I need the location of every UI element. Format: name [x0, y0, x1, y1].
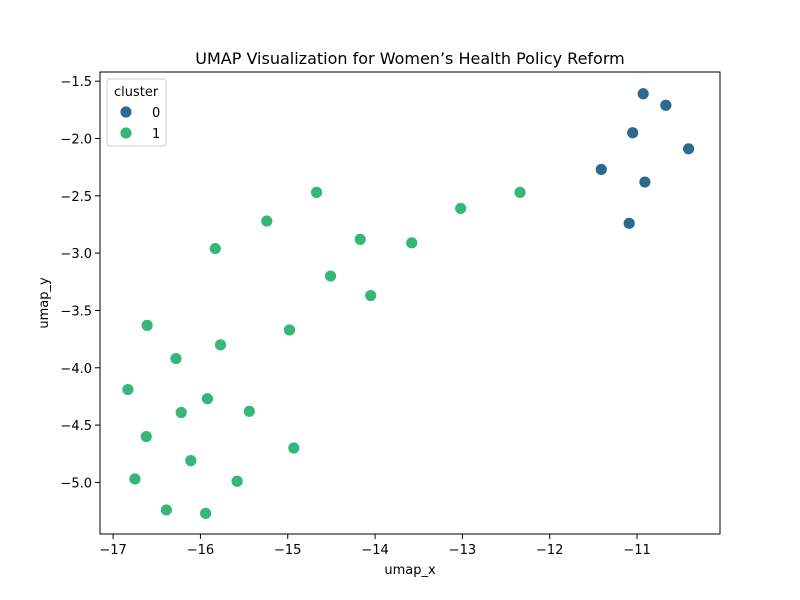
data-point-cluster-1: [174, 406, 188, 419]
data-point-cluster-1: [405, 236, 419, 250]
data-point-cluster-1: [353, 232, 367, 246]
y-axis-label: umap_y: [37, 277, 52, 329]
y-tick-label: −4.5: [60, 419, 92, 434]
x-tick-label: −13: [449, 543, 476, 558]
y-tick-label: −5.0: [60, 476, 92, 491]
data-point-cluster-1: [169, 352, 183, 366]
data-point-cluster-1: [201, 392, 214, 406]
data-point-cluster-1: [310, 185, 323, 199]
plot-frame: [99, 71, 721, 535]
x-tick-label: −11: [623, 543, 650, 558]
data-point-cluster-1: [214, 338, 227, 352]
data-point-cluster-1: [283, 323, 296, 337]
data-point-cluster-0: [622, 216, 636, 230]
data-point-cluster-1: [208, 242, 222, 255]
y-tick-label: −1.5: [60, 75, 92, 90]
y-tick-label: −3.0: [60, 247, 92, 262]
x-tick-label: −16: [187, 543, 214, 558]
data-point-cluster-1: [140, 318, 154, 332]
x-tick-label: −12: [536, 543, 563, 558]
data-point-cluster-1: [513, 185, 527, 199]
data-point-cluster-1: [287, 441, 301, 455]
data-point-cluster-1: [454, 202, 468, 215]
data-point-cluster-0: [626, 126, 640, 140]
x-tick-label: −17: [99, 543, 126, 558]
points-layer: [121, 87, 695, 520]
x-tick-label: −14: [361, 543, 388, 558]
data-point-cluster-0: [638, 175, 652, 189]
data-point-cluster-1: [139, 430, 153, 443]
data-point-cluster-1: [159, 503, 173, 517]
data-point-cluster-1: [199, 506, 213, 520]
plot-area: [100, 72, 720, 534]
data-point-cluster-1: [128, 472, 142, 486]
legend-marker-1: [119, 126, 133, 140]
legend-title: cluster: [114, 85, 159, 100]
legend: cluster 0 1: [106, 78, 167, 147]
x-tick-label: −15: [274, 543, 301, 558]
data-point-cluster-1: [184, 454, 198, 468]
legend-label-1: 1: [152, 127, 160, 142]
chart-title: UMAP Visualization for Women’s Health Po…: [195, 49, 624, 68]
data-point-cluster-1: [364, 289, 378, 302]
data-point-cluster-1: [242, 404, 256, 418]
data-point-cluster-1: [260, 214, 274, 228]
data-point-cluster-0: [636, 87, 650, 101]
data-point-cluster-0: [594, 163, 608, 176]
data-point-cluster-0: [659, 98, 673, 112]
legend-marker-0: [119, 105, 133, 119]
data-point-cluster-1: [121, 383, 135, 396]
axes-layer: −17 −16 −15 −14 −13 −12 −11 −5.0 −4.5 −4.0 −3.5 −3.…: [60, 75, 650, 558]
y-tick-label: −4.0: [60, 362, 92, 377]
data-point-cluster-0: [682, 142, 695, 156]
y-tick-label: −3.5: [60, 304, 92, 319]
y-tick-label: −2.0: [60, 132, 92, 147]
y-tick-label: −2.5: [60, 190, 92, 205]
data-point-cluster-1: [230, 474, 244, 488]
x-axis-label: umap_x: [384, 563, 436, 578]
legend-label-0: 0: [152, 106, 160, 121]
data-point-cluster-1: [324, 269, 337, 283]
